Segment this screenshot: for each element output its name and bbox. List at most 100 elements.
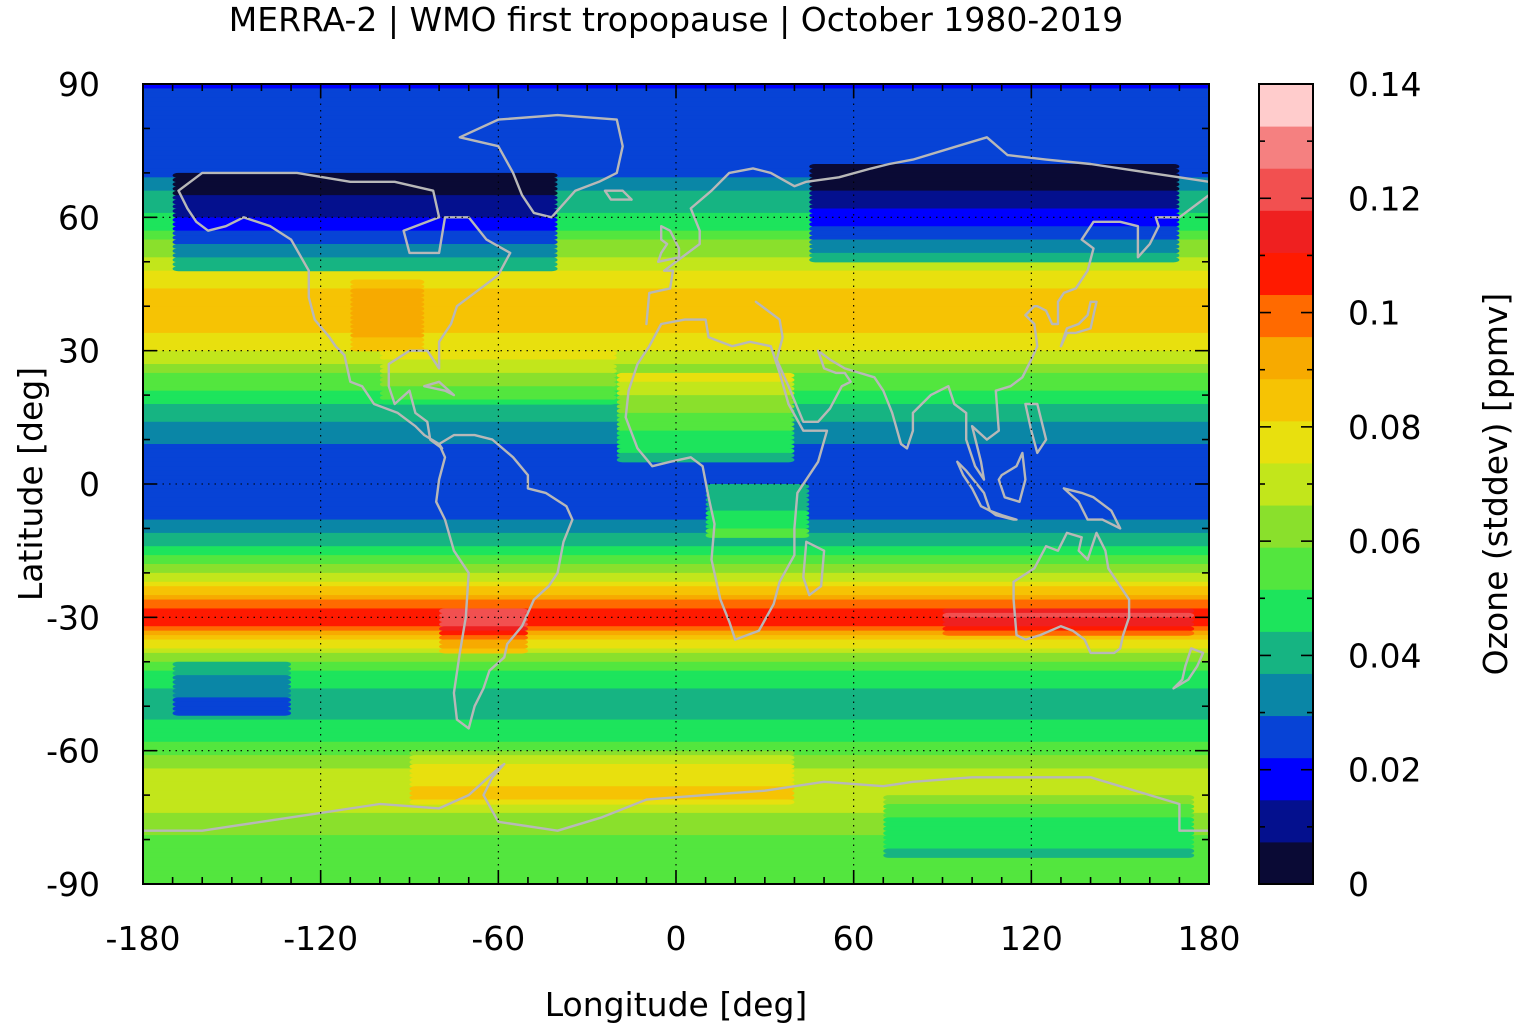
heatmap-anomaly-cell [705, 506, 810, 512]
heatmap-anomaly-cell [883, 848, 1195, 854]
heatmap-anomaly-cell [809, 248, 1180, 254]
heatmap-cell [143, 132, 1209, 138]
colorbar-tick-label: 0.1 [1348, 294, 1400, 333]
heatmap-anomaly-cell [172, 697, 292, 703]
heatmap-cell [143, 230, 1209, 236]
heatmap-anomaly-cell [439, 612, 528, 618]
coastline [1172, 647, 1205, 690]
heatmap-anomaly-cell [350, 306, 425, 312]
heatmap-anomaly-cell [705, 492, 810, 498]
heatmap-anomaly-cell [379, 372, 617, 378]
coastline [603, 189, 633, 201]
coastline [1024, 402, 1048, 455]
heatmap-cell [143, 590, 1209, 596]
heatmap-cell [143, 315, 1209, 321]
heatmap-cell [143, 346, 1209, 352]
heatmap-anomaly-cell [809, 195, 1180, 201]
heatmap-anomaly-cell [350, 341, 425, 347]
heatmap-anomaly-cell [172, 670, 292, 676]
y-axis-ticks: 90 60 30 0 -30 -60 -90 [46, 65, 1209, 904]
colorbar-swatch [1259, 294, 1313, 338]
heatmap-anomaly-cell [379, 399, 617, 405]
heatmap-anomaly-cell [350, 332, 425, 338]
heatmap-anomaly-cell [172, 661, 292, 667]
heatmap-cell [143, 124, 1209, 130]
heatmap-anomaly-cell [409, 759, 795, 765]
heatmap-anomaly-cell [379, 395, 617, 401]
heatmap-anomaly-cell [809, 239, 1180, 245]
heatmap-anomaly-cell [616, 377, 795, 383]
heatmap-anomaly-cell [705, 524, 810, 530]
colorbar-swatch [1259, 673, 1313, 717]
heatmap-cell [143, 310, 1209, 316]
coastline [458, 113, 624, 219]
heatmap-anomaly-cell [883, 852, 1195, 858]
heatmap-anomaly-cell [883, 844, 1195, 850]
heatmap-cell [143, 252, 1209, 258]
heatmap-anomaly-cell [350, 315, 425, 321]
heatmap-anomaly-cell [616, 426, 795, 432]
heatmap-cell [143, 204, 1209, 210]
heatmap-anomaly-cell [883, 817, 1195, 823]
heatmap-anomaly-cell [172, 181, 558, 187]
heatmap-cell [143, 821, 1209, 827]
heatmap-cell [143, 208, 1209, 214]
colorbar-swatch [1259, 547, 1313, 590]
coastline [956, 460, 992, 512]
heatmap-cell [143, 826, 1209, 832]
heatmap-anomaly-cell [439, 648, 528, 654]
heatmap-cell [143, 688, 1209, 694]
coastline [177, 171, 512, 450]
heatmap-anomaly-cell [172, 235, 558, 241]
heatmap-cell [143, 741, 1209, 747]
coastline [997, 451, 1027, 503]
colorbar-swatch [1259, 252, 1313, 296]
heatmap-anomaly-cell [809, 226, 1180, 232]
heatmap-anomaly-cell [409, 786, 795, 792]
heatmap-anomaly-cell [616, 452, 795, 458]
heatmap-cell [143, 559, 1209, 565]
colorbar-tick-label: 0.02 [1348, 751, 1421, 790]
heatmap-cell [143, 701, 1209, 707]
heatmap-anomaly-cell [809, 190, 1180, 196]
heatmap-anomaly-cell [172, 199, 558, 205]
heatmap-cell [143, 612, 1209, 618]
heatmap-anomaly-cell [409, 772, 795, 778]
heatmap-anomaly-cell [616, 404, 795, 410]
x-tick-label: 0 [666, 919, 687, 958]
colorbar-swatch [1259, 336, 1313, 380]
heatmap-anomaly-cell [172, 666, 292, 672]
heatmap-cell [143, 830, 1209, 836]
heatmap-cell [143, 266, 1209, 272]
heatmap-anomaly-cell [172, 710, 292, 716]
coastline [435, 433, 574, 730]
heatmap-anomaly-cell [409, 768, 795, 774]
heatmap-cell [143, 586, 1209, 592]
heatmap-anomaly-cell [616, 421, 795, 427]
heatmap-cell [143, 724, 1209, 730]
heatmap-cell [143, 639, 1209, 645]
heatmap-anomaly-cell [616, 381, 795, 387]
heatmap-anomaly-cell [409, 764, 795, 770]
heatmap-anomaly-cell [409, 750, 795, 756]
heatmap-cell [143, 746, 1209, 752]
colorbar-swatch [1259, 757, 1313, 801]
heatmap-cell [143, 359, 1209, 365]
heatmap-cell [143, 652, 1209, 658]
y-tick-label: 30 [58, 332, 100, 371]
chart-title: MERRA-2 | WMO first tropopause | October… [229, 0, 1123, 39]
heatmap-anomaly-cell [172, 239, 558, 245]
x-tick-label: 60 [833, 919, 875, 958]
heatmap-cell [143, 146, 1209, 152]
heatmap-cell [143, 497, 1209, 503]
heatmap-cell [143, 492, 1209, 498]
heatmap-cell [143, 577, 1209, 583]
heatmap-anomaly-cell [172, 701, 292, 707]
heatmap-anomaly-cell [409, 755, 795, 761]
heatmap-cell [143, 501, 1209, 507]
heatmap-anomaly-cell [616, 430, 795, 436]
heatmap-anomaly-cell [409, 790, 795, 796]
heatmap-cell [143, 857, 1209, 863]
y-tick-label: 0 [79, 465, 100, 504]
colorbar: 0 0.02 0.04 0.06 0.08 0.1 0.12 0.14 Ozone (stdd… [1258, 65, 1515, 904]
